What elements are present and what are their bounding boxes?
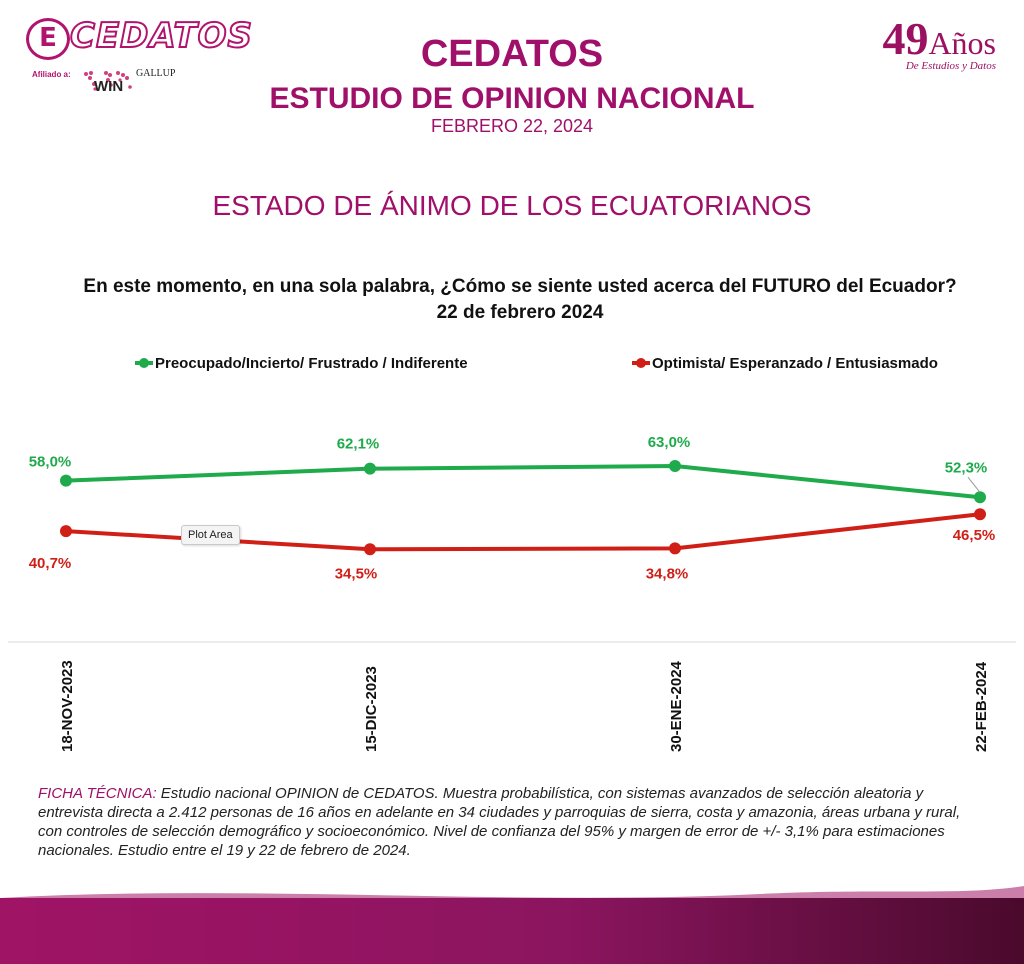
data-point-0-3 [974, 491, 986, 504]
x-tick-label-0: 18-NOV-2023 [59, 660, 76, 752]
legend-label-1: Optimista/ Esperanzado / Entusiasmado [652, 355, 938, 372]
x-tick-label-3: 22-FEB-2024 [973, 661, 990, 752]
logo-badge: E [26, 18, 70, 60]
data-label-1-1: 34,5% [335, 565, 378, 582]
win-logo: WIN [94, 78, 124, 95]
data-point-0-2 [669, 460, 681, 473]
cedatos-logo: E CEDATOS Afiliado a: WIN GALLUP [26, 14, 253, 96]
data-label-0-1: 62,1% [337, 436, 380, 453]
logo-text: CEDATOS [69, 15, 254, 57]
affiliate-label: Afiliado a: [32, 70, 71, 79]
x-tick-label-2: 30-ENE-2024 [668, 660, 685, 752]
anniversary-word: Años [928, 25, 996, 61]
x-tick-label-1: 15-DIC-2023 [363, 666, 380, 752]
legend-marker-1 [636, 358, 646, 368]
data-label-1-2: 34,8% [646, 565, 689, 582]
data-point-0-1 [364, 462, 376, 475]
series-line-0 [65, 464, 981, 500]
world-map-icon [84, 71, 132, 91]
data-point-1-3 [974, 508, 986, 521]
technical-note-label: FICHA TÉCNICA: [38, 785, 157, 802]
data-label-0-0: 58,0% [29, 454, 72, 471]
section-title: ESTADO DE ÁNIMO DE LOS ECUATORIANOS [212, 190, 812, 221]
technical-note-text: Estudio nacional OPINION de CEDATOS. Mue… [38, 785, 961, 859]
anniversary-subtitle: De Estudios y Datos [905, 60, 996, 72]
anniversary-number: 49 [882, 13, 929, 64]
label-leader-line [967, 476, 981, 493]
chart-question: En este momento, en una sola palabra, ¿C… [83, 276, 957, 297]
legend-label-0: Preocupado/Incierto/ Frustrado / Indifer… [155, 355, 468, 372]
data-point-1-2 [669, 542, 681, 555]
chart-question-date: 22 de febrero 2024 [436, 302, 604, 323]
line-chart: Preocupado/Incierto/ Frustrado / Indifer… [8, 355, 1016, 752]
technical-note: FICHA TÉCNICA: Estudio nacional OPINION … [38, 784, 988, 860]
data-label-1-3: 46,5% [953, 527, 996, 544]
page-title: CEDATOS [420, 33, 604, 75]
anniversary-badge: 49Años De Estudios y Datos [836, 16, 996, 86]
plot-area-tooltip: Plot Area [181, 525, 240, 545]
data-point-1-0 [60, 525, 72, 538]
data-label-0-3: 52,3% [945, 459, 988, 476]
page-date: FEBRERO 22, 2024 [430, 116, 594, 136]
data-point-1-1 [364, 543, 376, 556]
data-label-1-0: 40,7% [29, 555, 72, 572]
page-subtitle: ESTUDIO DE OPINION NACIONAL [269, 82, 755, 115]
data-label-0-2: 63,0% [648, 434, 691, 451]
gallup-logo: GALLUP [136, 68, 176, 79]
bottom-bar-decoration [0, 898, 1024, 964]
data-point-0-0 [60, 474, 72, 487]
legend-marker-0 [139, 358, 149, 368]
